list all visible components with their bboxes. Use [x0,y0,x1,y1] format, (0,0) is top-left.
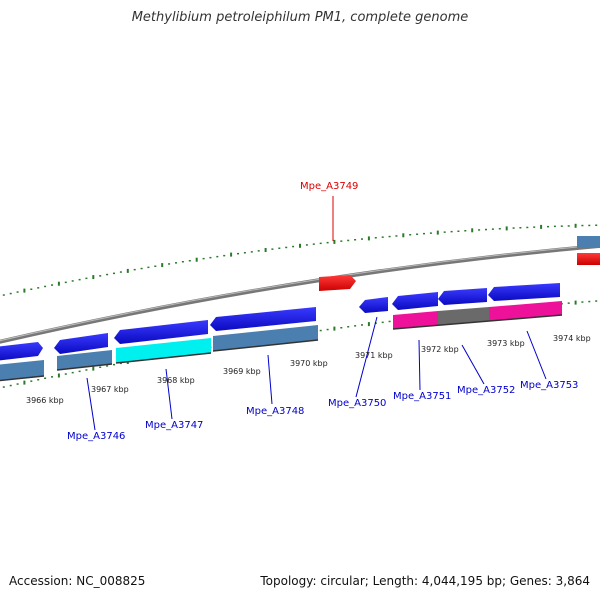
gene-label-mpe-a3750[interactable]: Mpe_A3750 [328,398,386,409]
feature-block [116,338,211,363]
gene-leaders [86,316,547,431]
gene-label-mpe-a3748[interactable]: Mpe_A3748 [246,406,304,417]
cds-arrow [210,307,316,331]
cds-arrow [0,342,43,361]
scale-label: 3966 kbp [26,396,64,405]
gene-label-mpe-a3749[interactable]: Mpe_A3749 [300,181,358,192]
scale-label: 3973 kbp [487,339,525,348]
gene-label-mpe-a3753[interactable]: Mpe_A3753 [520,380,578,391]
gene-label-mpe-a3747[interactable]: Mpe_A3747 [145,420,203,431]
gene-label-mpe-a3746[interactable]: Mpe_A3746 [67,431,125,442]
scale-label: 3967 kbp [91,385,129,394]
scale-label: 3970 kbp [290,359,328,368]
scale-label: 3971 kbp [355,351,393,360]
cds-arrow [488,283,560,301]
genome-summary-text: Topology: circular; Length: 4,044,195 bp… [260,574,590,588]
feature-block [577,253,600,265]
cds-arrow [438,288,487,305]
map-title: Methylibium petroleiphilum PM1, complete… [131,10,469,25]
cds-arrow [392,292,438,310]
feature-block [213,325,318,351]
genome-backbone-highlight [0,244,600,342]
scale-label: 3974 kbp [553,334,591,343]
scale-label: 3968 kbp [157,376,195,385]
scale-label: 3972 kbp [421,345,459,354]
accession-text: Accession: NC_008825 [9,574,146,588]
feature-block [438,307,489,325]
outer-tick-ring [2,223,598,296]
gene-label-mpe-a3751[interactable]: Mpe_A3751 [393,391,451,402]
feature-shadow [0,314,563,382]
feature-block [393,311,438,329]
scale-label: 3969 kbp [223,367,261,376]
genome-backbone [0,243,600,344]
cds-arrow [359,297,388,313]
cds-arrow [114,320,208,344]
cds-arrow [319,275,356,291]
gene-label-mpe-a3752[interactable]: Mpe_A3752 [457,385,515,396]
cds-arrow [54,333,108,354]
feature-block [0,360,44,381]
feature-block [577,236,600,248]
